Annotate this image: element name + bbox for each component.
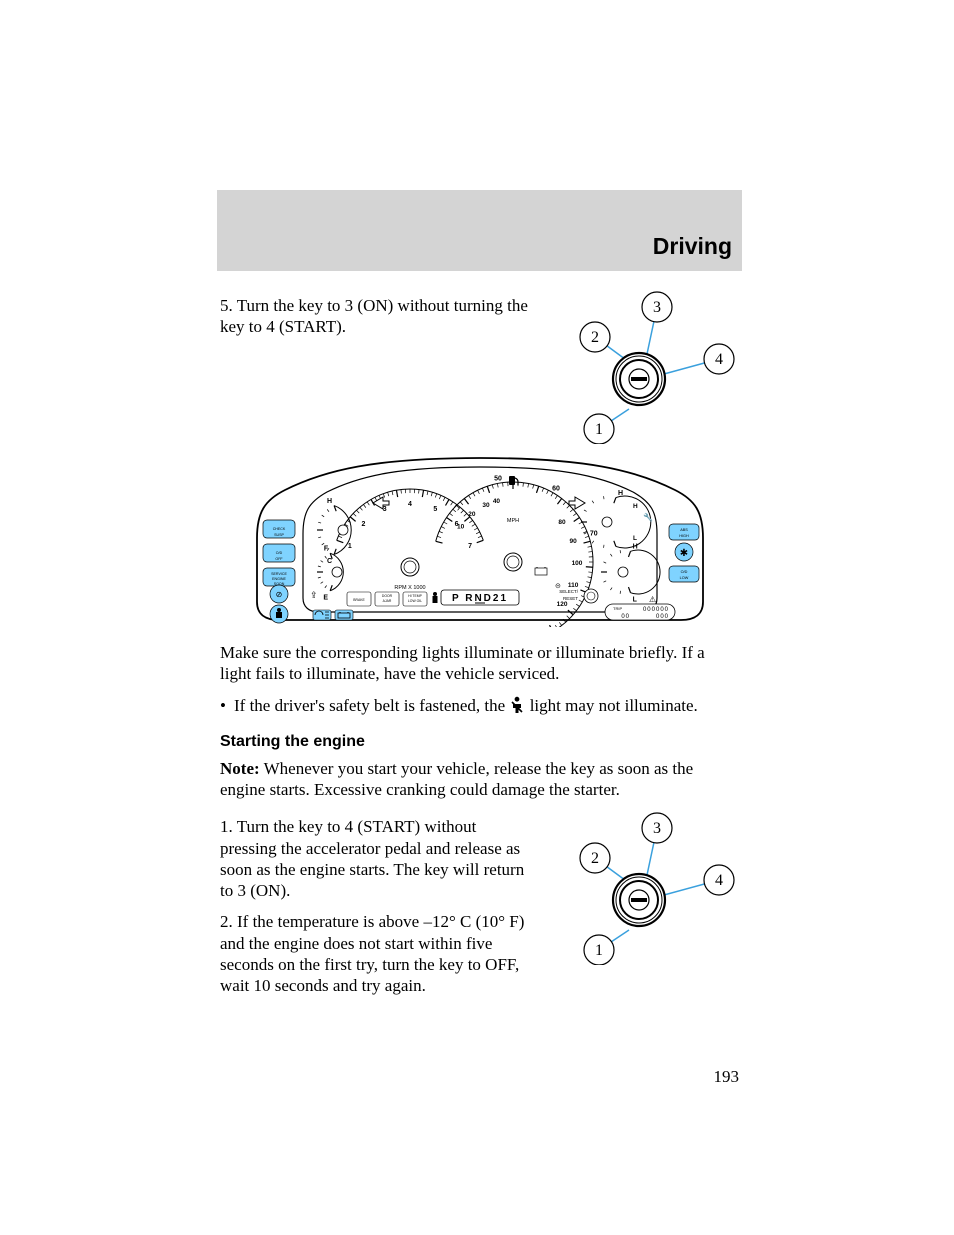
svg-text:L: L	[632, 596, 637, 603]
svg-text:L: L	[633, 535, 637, 542]
svg-text:3: 3	[653, 299, 661, 316]
svg-text:3: 3	[653, 820, 661, 837]
svg-text:4: 4	[715, 872, 723, 889]
svg-text:HI TEMP: HI TEMP	[408, 594, 422, 598]
svg-text:TRIP: TRIP	[613, 606, 622, 611]
svg-text:O/D: O/D	[680, 570, 687, 574]
svg-text:HIGH: HIGH	[679, 534, 689, 538]
svg-text:SERVICE: SERVICE	[271, 572, 287, 576]
section-header-band: Driving	[217, 190, 742, 271]
svg-text:5: 5	[433, 506, 437, 513]
svg-text:LOW: LOW	[679, 576, 688, 580]
svg-text:70: 70	[589, 530, 597, 537]
svg-text:00: 00	[621, 614, 630, 620]
seatbelt-bullet-text-b: light may not illuminate.	[530, 696, 698, 715]
svg-text:DOOR: DOOR	[381, 594, 392, 598]
svg-text:✱: ✱	[679, 548, 687, 559]
svg-text:000000: 000000	[642, 607, 668, 613]
svg-text:F: F	[323, 545, 328, 552]
svg-text:2: 2	[361, 521, 365, 528]
svg-text:⇪: ⇪	[310, 590, 318, 600]
svg-text:ABS: ABS	[680, 528, 688, 532]
svg-text:CHECK: CHECK	[272, 527, 285, 531]
start-step-2: 2. If the temperature is above –12° C (1…	[220, 911, 529, 996]
note-label: Note:	[220, 759, 260, 778]
svg-text:MPH: MPH	[506, 518, 518, 524]
svg-text:2: 2	[591, 850, 599, 867]
svg-text:90: 90	[569, 538, 577, 545]
svg-text:100: 100	[571, 560, 582, 567]
svg-text:H: H	[633, 503, 638, 510]
svg-text:ENGINE: ENGINE	[272, 577, 286, 581]
seatbelt-bullet-text-a: If the driver's safety belt is fastened,…	[234, 696, 505, 715]
svg-text:LOW OIL: LOW OIL	[407, 599, 421, 603]
start-step-1: 1. Turn the key to 4 (START) without pre…	[220, 816, 529, 901]
svg-text:120: 120	[556, 601, 567, 608]
svg-text:RESET: RESET	[562, 596, 577, 601]
seatbelt-icon	[509, 696, 525, 714]
svg-text:AJAR: AJAR	[382, 599, 391, 603]
lights-paragraph: Make sure the corresponding lights illum…	[220, 642, 739, 685]
svg-text:1: 1	[347, 543, 351, 550]
svg-text:⊝: ⊝	[555, 582, 561, 590]
svg-text:110: 110	[567, 582, 578, 589]
heading-starting-engine: Starting the engine	[220, 732, 739, 752]
svg-text:1: 1	[595, 942, 603, 959]
svg-text:30: 30	[482, 502, 490, 509]
svg-text:H: H	[632, 543, 637, 550]
svg-text:O/D: O/D	[275, 551, 282, 555]
ignition-svg: 1 2 3 4	[539, 289, 739, 444]
page-number: 193	[220, 1066, 739, 1087]
svg-text:RPM X 1000: RPM X 1000	[394, 585, 425, 591]
svg-text:🔧: 🔧	[643, 512, 653, 522]
svg-text:OFF: OFF	[275, 557, 283, 561]
svg-text:SELECT/: SELECT/	[559, 589, 579, 594]
svg-text:4: 4	[715, 351, 723, 368]
svg-text:50: 50	[494, 475, 502, 482]
svg-text:C: C	[326, 558, 331, 565]
svg-text:20: 20	[468, 511, 476, 518]
svg-text:SUSP: SUSP	[274, 533, 284, 537]
svg-text:4: 4	[408, 501, 412, 508]
svg-text:H: H	[617, 490, 622, 497]
svg-text:H: H	[326, 498, 331, 505]
step-5-text: 5. Turn the key to 3 (ON) without turnin…	[220, 295, 529, 338]
svg-text:7: 7	[468, 543, 472, 550]
svg-text:40: 40	[492, 498, 500, 505]
svg-text:⊘: ⊘	[275, 590, 282, 599]
instrument-cluster-diagram: 1234567RPM X 100050607010203040809010011…	[235, 452, 725, 627]
svg-text:BRAKE: BRAKE	[353, 598, 365, 602]
svg-text:⚠: ⚠	[649, 595, 656, 604]
svg-text:P RND21: P RND21	[451, 593, 507, 604]
ignition-switch-diagram: 1 2 3 4	[539, 289, 739, 444]
section-title: Driving	[217, 232, 732, 261]
svg-text:E: E	[323, 594, 328, 601]
svg-text:2: 2	[591, 329, 599, 346]
ignition-svg-2: 1 2 3 4	[539, 810, 739, 965]
svg-text:80: 80	[558, 519, 566, 526]
note-text: Whenever you start your vehicle, release…	[220, 759, 693, 799]
svg-text:1: 1	[595, 421, 603, 438]
seatbelt-bullet: If the driver's safety belt is fastened,…	[220, 695, 739, 716]
svg-text:10: 10	[456, 523, 464, 530]
note-paragraph: Note: Whenever you start your vehicle, r…	[220, 758, 739, 801]
svg-text:60: 60	[552, 485, 560, 492]
ignition-switch-diagram-2: 1 2 3 4	[539, 810, 739, 965]
svg-text:000: 000	[655, 614, 668, 620]
